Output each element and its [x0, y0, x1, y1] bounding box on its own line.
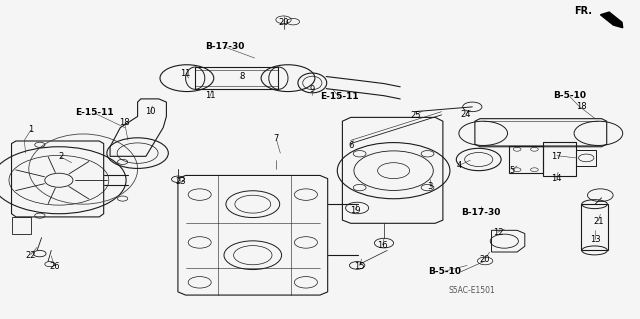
Text: 18: 18 — [120, 118, 130, 127]
Text: 16: 16 — [378, 241, 388, 250]
Text: FR.: FR. — [574, 6, 592, 16]
Bar — [12, 217, 31, 234]
Text: 8: 8 — [239, 72, 244, 81]
Text: 5: 5 — [509, 166, 515, 175]
Text: 2: 2 — [58, 152, 63, 161]
Text: 6: 6 — [348, 141, 353, 150]
Text: 22: 22 — [26, 251, 36, 260]
Text: E-15-11: E-15-11 — [320, 92, 358, 101]
Text: 14: 14 — [552, 174, 562, 183]
Text: 26: 26 — [49, 262, 60, 271]
Text: 11: 11 — [205, 91, 215, 100]
Text: 21: 21 — [593, 217, 604, 226]
Text: 4: 4 — [457, 161, 462, 170]
Text: 20: 20 — [480, 256, 490, 264]
Text: 20: 20 — [278, 18, 289, 27]
Text: B-5-10: B-5-10 — [428, 267, 461, 276]
Text: 17: 17 — [552, 152, 562, 161]
Text: B-5-10: B-5-10 — [553, 91, 586, 100]
Text: 25: 25 — [411, 111, 421, 120]
Text: 18: 18 — [576, 102, 586, 111]
Text: B-17-30: B-17-30 — [205, 42, 245, 51]
Text: 1: 1 — [28, 125, 33, 134]
Text: 19: 19 — [350, 206, 360, 215]
Bar — [576, 150, 596, 166]
Text: E-15-11: E-15-11 — [76, 108, 114, 117]
Text: 12: 12 — [493, 228, 503, 237]
Text: 24: 24 — [461, 110, 471, 119]
Text: 3: 3 — [428, 182, 433, 191]
Text: 23: 23 — [175, 177, 186, 186]
Text: 11: 11 — [180, 69, 191, 78]
Text: B-17-30: B-17-30 — [461, 208, 501, 217]
Text: S5AC-E1501: S5AC-E1501 — [449, 286, 496, 295]
Text: 9: 9 — [310, 85, 315, 94]
FancyArrow shape — [600, 12, 623, 28]
Text: 10: 10 — [145, 107, 156, 116]
Text: 13: 13 — [590, 235, 600, 244]
Text: 15: 15 — [355, 262, 365, 271]
Text: 7: 7 — [274, 134, 279, 143]
